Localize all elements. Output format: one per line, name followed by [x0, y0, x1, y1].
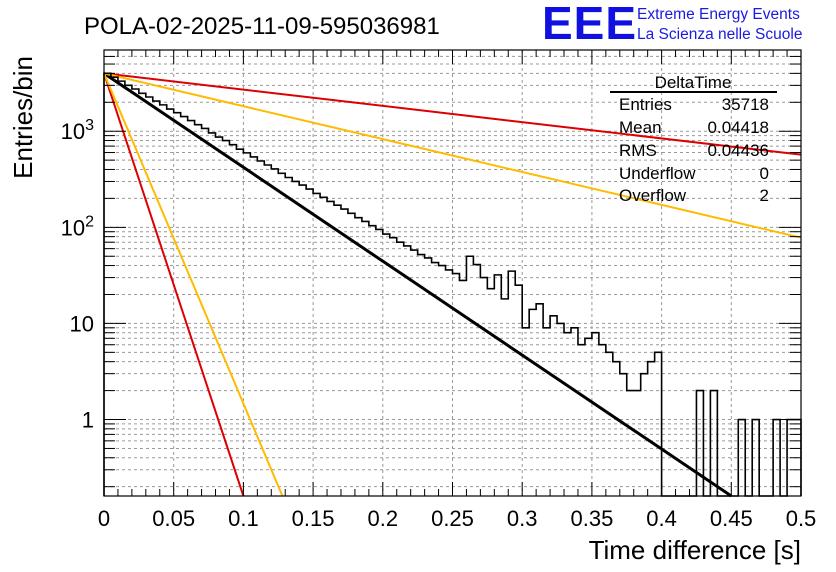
- stats-value-rms: 0.04436: [708, 141, 769, 160]
- logo-line-1: Extreme Energy Events: [637, 6, 800, 23]
- stats-label-mean: Mean: [619, 118, 662, 137]
- stats-box: DeltaTime Entries 35718 Mean 0.04418 RMS…: [610, 73, 777, 205]
- x-tick-label: 0.2: [368, 506, 399, 531]
- stats-title: DeltaTime: [655, 73, 732, 92]
- x-tick-label: 0.3: [507, 506, 538, 531]
- x-axis-label: Time difference [s]: [589, 535, 801, 565]
- x-tick-label: 0.25: [431, 506, 474, 531]
- stats-label-overflow: Overflow: [619, 186, 687, 205]
- y-tick-label: 103: [61, 117, 94, 144]
- stats-value-underflow: 0: [760, 164, 769, 183]
- fit-line-red-shallow: [103, 72, 802, 156]
- fit-line-fit: [103, 72, 733, 498]
- stats-label-underflow: Underflow: [619, 164, 696, 183]
- stats-label-rms: RMS: [619, 141, 657, 160]
- y-tick-exponent: 2: [85, 213, 94, 230]
- logo-line-2: La Scienza nelle Scuole: [637, 26, 802, 43]
- stats-value-entries: 35718: [722, 95, 769, 114]
- series-layer: [103, 72, 802, 498]
- y-tick-exponent: 3: [85, 117, 94, 134]
- stats-value-mean: 0.04418: [708, 118, 769, 137]
- tick-labels: 0 0.05 0.1 0.15 0.2 0.25 0.3 0.35 0.4 0.45 0.5 1 10 1…: [61, 117, 817, 531]
- x-tick-label: 0.5: [786, 506, 817, 531]
- eee-logo: EEE Extreme Energy Events La Scienza nel…: [542, 0, 802, 49]
- x-tick-label: 0.15: [292, 506, 335, 531]
- x-tick-label: 0.35: [570, 506, 613, 531]
- y-axis-label: Entries/bin: [8, 56, 38, 179]
- fit-line-orange-shallow: [103, 72, 802, 239]
- x-tick-label: 0.4: [646, 506, 677, 531]
- x-tick-label: 0.05: [152, 506, 195, 531]
- x-tick-label: 0.1: [228, 506, 259, 531]
- chart-title: POLA-02-2025-11-09-595036981: [84, 13, 440, 40]
- y-tick-label: 10: [70, 311, 94, 336]
- stats-label-entries: Entries: [619, 95, 672, 114]
- fit-line-red-steep: [103, 73, 245, 497]
- stats-value-overflow: 2: [760, 186, 769, 205]
- x-tick-label: 0.45: [710, 506, 753, 531]
- y-tick-label: 1: [82, 408, 94, 433]
- x-tick-label: 0: [98, 506, 110, 531]
- axes: [103, 49, 802, 497]
- logo-mark: EEE: [542, 0, 637, 49]
- fit-line-orange-steep: [103, 72, 284, 497]
